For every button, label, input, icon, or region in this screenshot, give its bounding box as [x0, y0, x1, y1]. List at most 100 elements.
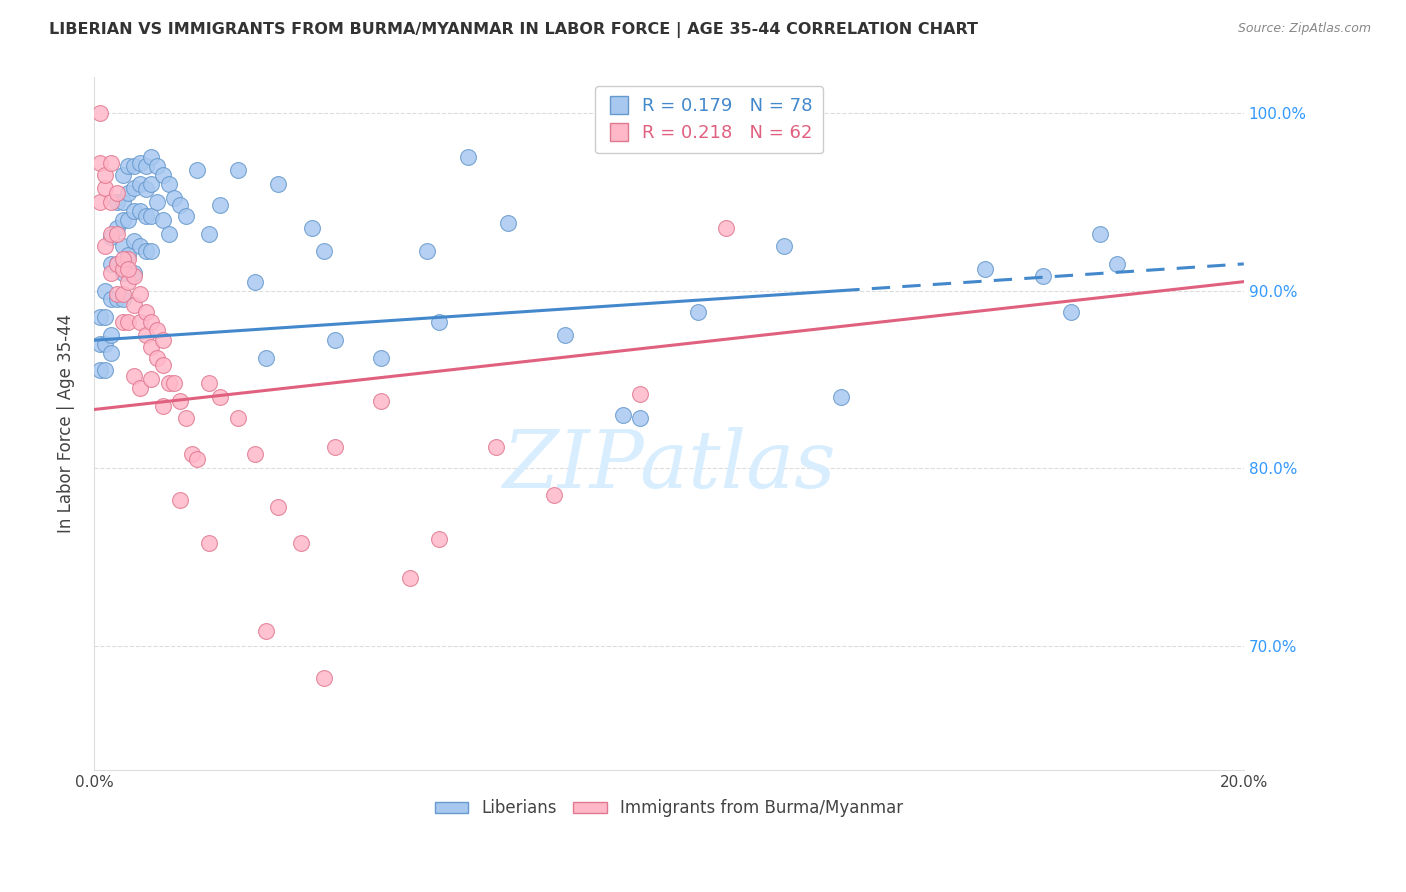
Y-axis label: In Labor Force | Age 35-44: In Labor Force | Age 35-44 [58, 314, 75, 533]
Point [111, 168, 134, 182]
Point [129, 381, 152, 395]
Point [122, 269, 145, 284]
Point [146, 194, 169, 209]
Point [117, 186, 139, 200]
Point [146, 351, 169, 365]
Point [129, 177, 152, 191]
Point [485, 440, 508, 454]
Point [117, 262, 139, 277]
Point [111, 316, 134, 330]
Point [135, 327, 157, 342]
Point [554, 327, 576, 342]
Point [163, 191, 186, 205]
Point [117, 316, 139, 330]
Point [122, 298, 145, 312]
Point [157, 376, 180, 390]
Point [198, 376, 221, 390]
Point [180, 447, 202, 461]
Point [243, 447, 266, 461]
Point [89, 194, 111, 209]
Point [105, 227, 128, 241]
Point [100, 266, 122, 280]
Point [111, 194, 134, 209]
Point [122, 234, 145, 248]
Text: Source: ZipAtlas.com: Source: ZipAtlas.com [1237, 22, 1371, 36]
Point [94, 336, 117, 351]
Point [152, 168, 174, 182]
Point [135, 244, 157, 259]
Point [129, 316, 152, 330]
Point [974, 262, 997, 277]
Point [169, 493, 191, 508]
Point [243, 275, 266, 289]
Point [716, 221, 738, 235]
Point [100, 155, 122, 169]
Point [105, 194, 128, 209]
Point [399, 571, 422, 585]
Point [122, 159, 145, 173]
Point [427, 532, 450, 546]
Point [496, 216, 519, 230]
Point [89, 336, 111, 351]
Point [141, 316, 163, 330]
Point [1107, 257, 1129, 271]
Point [325, 333, 347, 347]
Point [174, 209, 197, 223]
Point [122, 266, 145, 280]
Point [254, 624, 277, 639]
Point [226, 411, 249, 425]
Point [198, 227, 221, 241]
Point [325, 440, 347, 454]
Point [111, 266, 134, 280]
Point [146, 323, 169, 337]
Point [141, 177, 163, 191]
Point [117, 275, 139, 289]
Point [135, 209, 157, 223]
Point [1088, 227, 1111, 241]
Point [117, 159, 139, 173]
Point [186, 162, 208, 177]
Point [111, 293, 134, 307]
Point [157, 227, 180, 241]
Point [100, 327, 122, 342]
Point [94, 310, 117, 325]
Point [543, 488, 565, 502]
Point [100, 257, 122, 271]
Point [135, 305, 157, 319]
Point [416, 244, 439, 259]
Legend: Liberians, Immigrants from Burma/Myanmar: Liberians, Immigrants from Burma/Myanmar [427, 793, 910, 824]
Point [152, 333, 174, 347]
Point [209, 390, 232, 404]
Point [122, 180, 145, 194]
Point [686, 305, 709, 319]
Point [772, 239, 794, 253]
Point [152, 399, 174, 413]
Point [169, 393, 191, 408]
Point [122, 368, 145, 383]
Point [94, 239, 117, 253]
Point [117, 252, 139, 266]
Point [628, 386, 651, 401]
Point [312, 244, 335, 259]
Point [111, 212, 134, 227]
Point [129, 203, 152, 218]
Point [100, 293, 122, 307]
Point [198, 535, 221, 549]
Point [209, 198, 232, 212]
Point [427, 316, 450, 330]
Point [94, 168, 117, 182]
Point [89, 155, 111, 169]
Point [226, 162, 249, 177]
Text: ZIPatlas: ZIPatlas [502, 426, 835, 504]
Point [105, 221, 128, 235]
Point [100, 227, 122, 241]
Point [105, 293, 128, 307]
Point [111, 287, 134, 301]
Point [94, 363, 117, 377]
Point [290, 535, 312, 549]
Point [129, 155, 152, 169]
Point [141, 209, 163, 223]
Point [267, 500, 290, 515]
Point [122, 203, 145, 218]
Point [100, 194, 122, 209]
